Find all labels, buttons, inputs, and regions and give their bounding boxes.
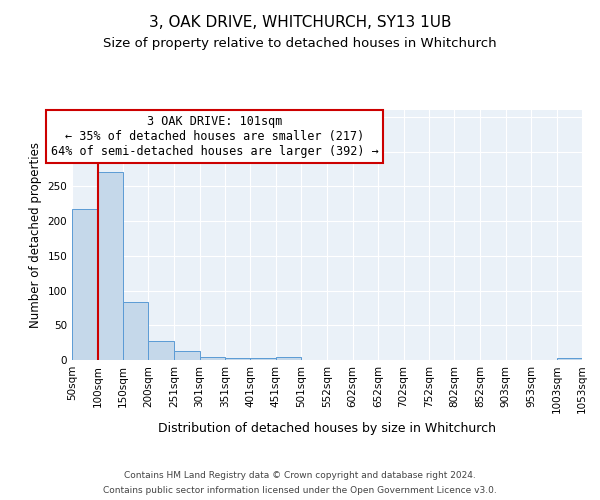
Bar bbox=[557, 358, 582, 360]
Bar bbox=[200, 357, 225, 360]
Bar bbox=[123, 302, 148, 360]
Bar bbox=[97, 172, 123, 360]
Text: Contains HM Land Registry data © Crown copyright and database right 2024.: Contains HM Land Registry data © Crown c… bbox=[124, 471, 476, 480]
Text: 3 OAK DRIVE: 101sqm
← 35% of detached houses are smaller (217)
64% of semi-detac: 3 OAK DRIVE: 101sqm ← 35% of detached ho… bbox=[51, 115, 379, 158]
Text: Contains public sector information licensed under the Open Government Licence v3: Contains public sector information licen… bbox=[103, 486, 497, 495]
Bar bbox=[225, 358, 250, 360]
Text: 3, OAK DRIVE, WHITCHURCH, SY13 1UB: 3, OAK DRIVE, WHITCHURCH, SY13 1UB bbox=[149, 15, 451, 30]
Y-axis label: Number of detached properties: Number of detached properties bbox=[29, 142, 42, 328]
Bar bbox=[250, 358, 276, 360]
Text: Size of property relative to detached houses in Whitchurch: Size of property relative to detached ho… bbox=[103, 38, 497, 51]
Bar bbox=[148, 340, 174, 360]
X-axis label: Distribution of detached houses by size in Whitchurch: Distribution of detached houses by size … bbox=[158, 422, 496, 435]
Bar bbox=[72, 210, 97, 360]
Bar bbox=[276, 357, 301, 360]
Bar bbox=[174, 351, 200, 360]
